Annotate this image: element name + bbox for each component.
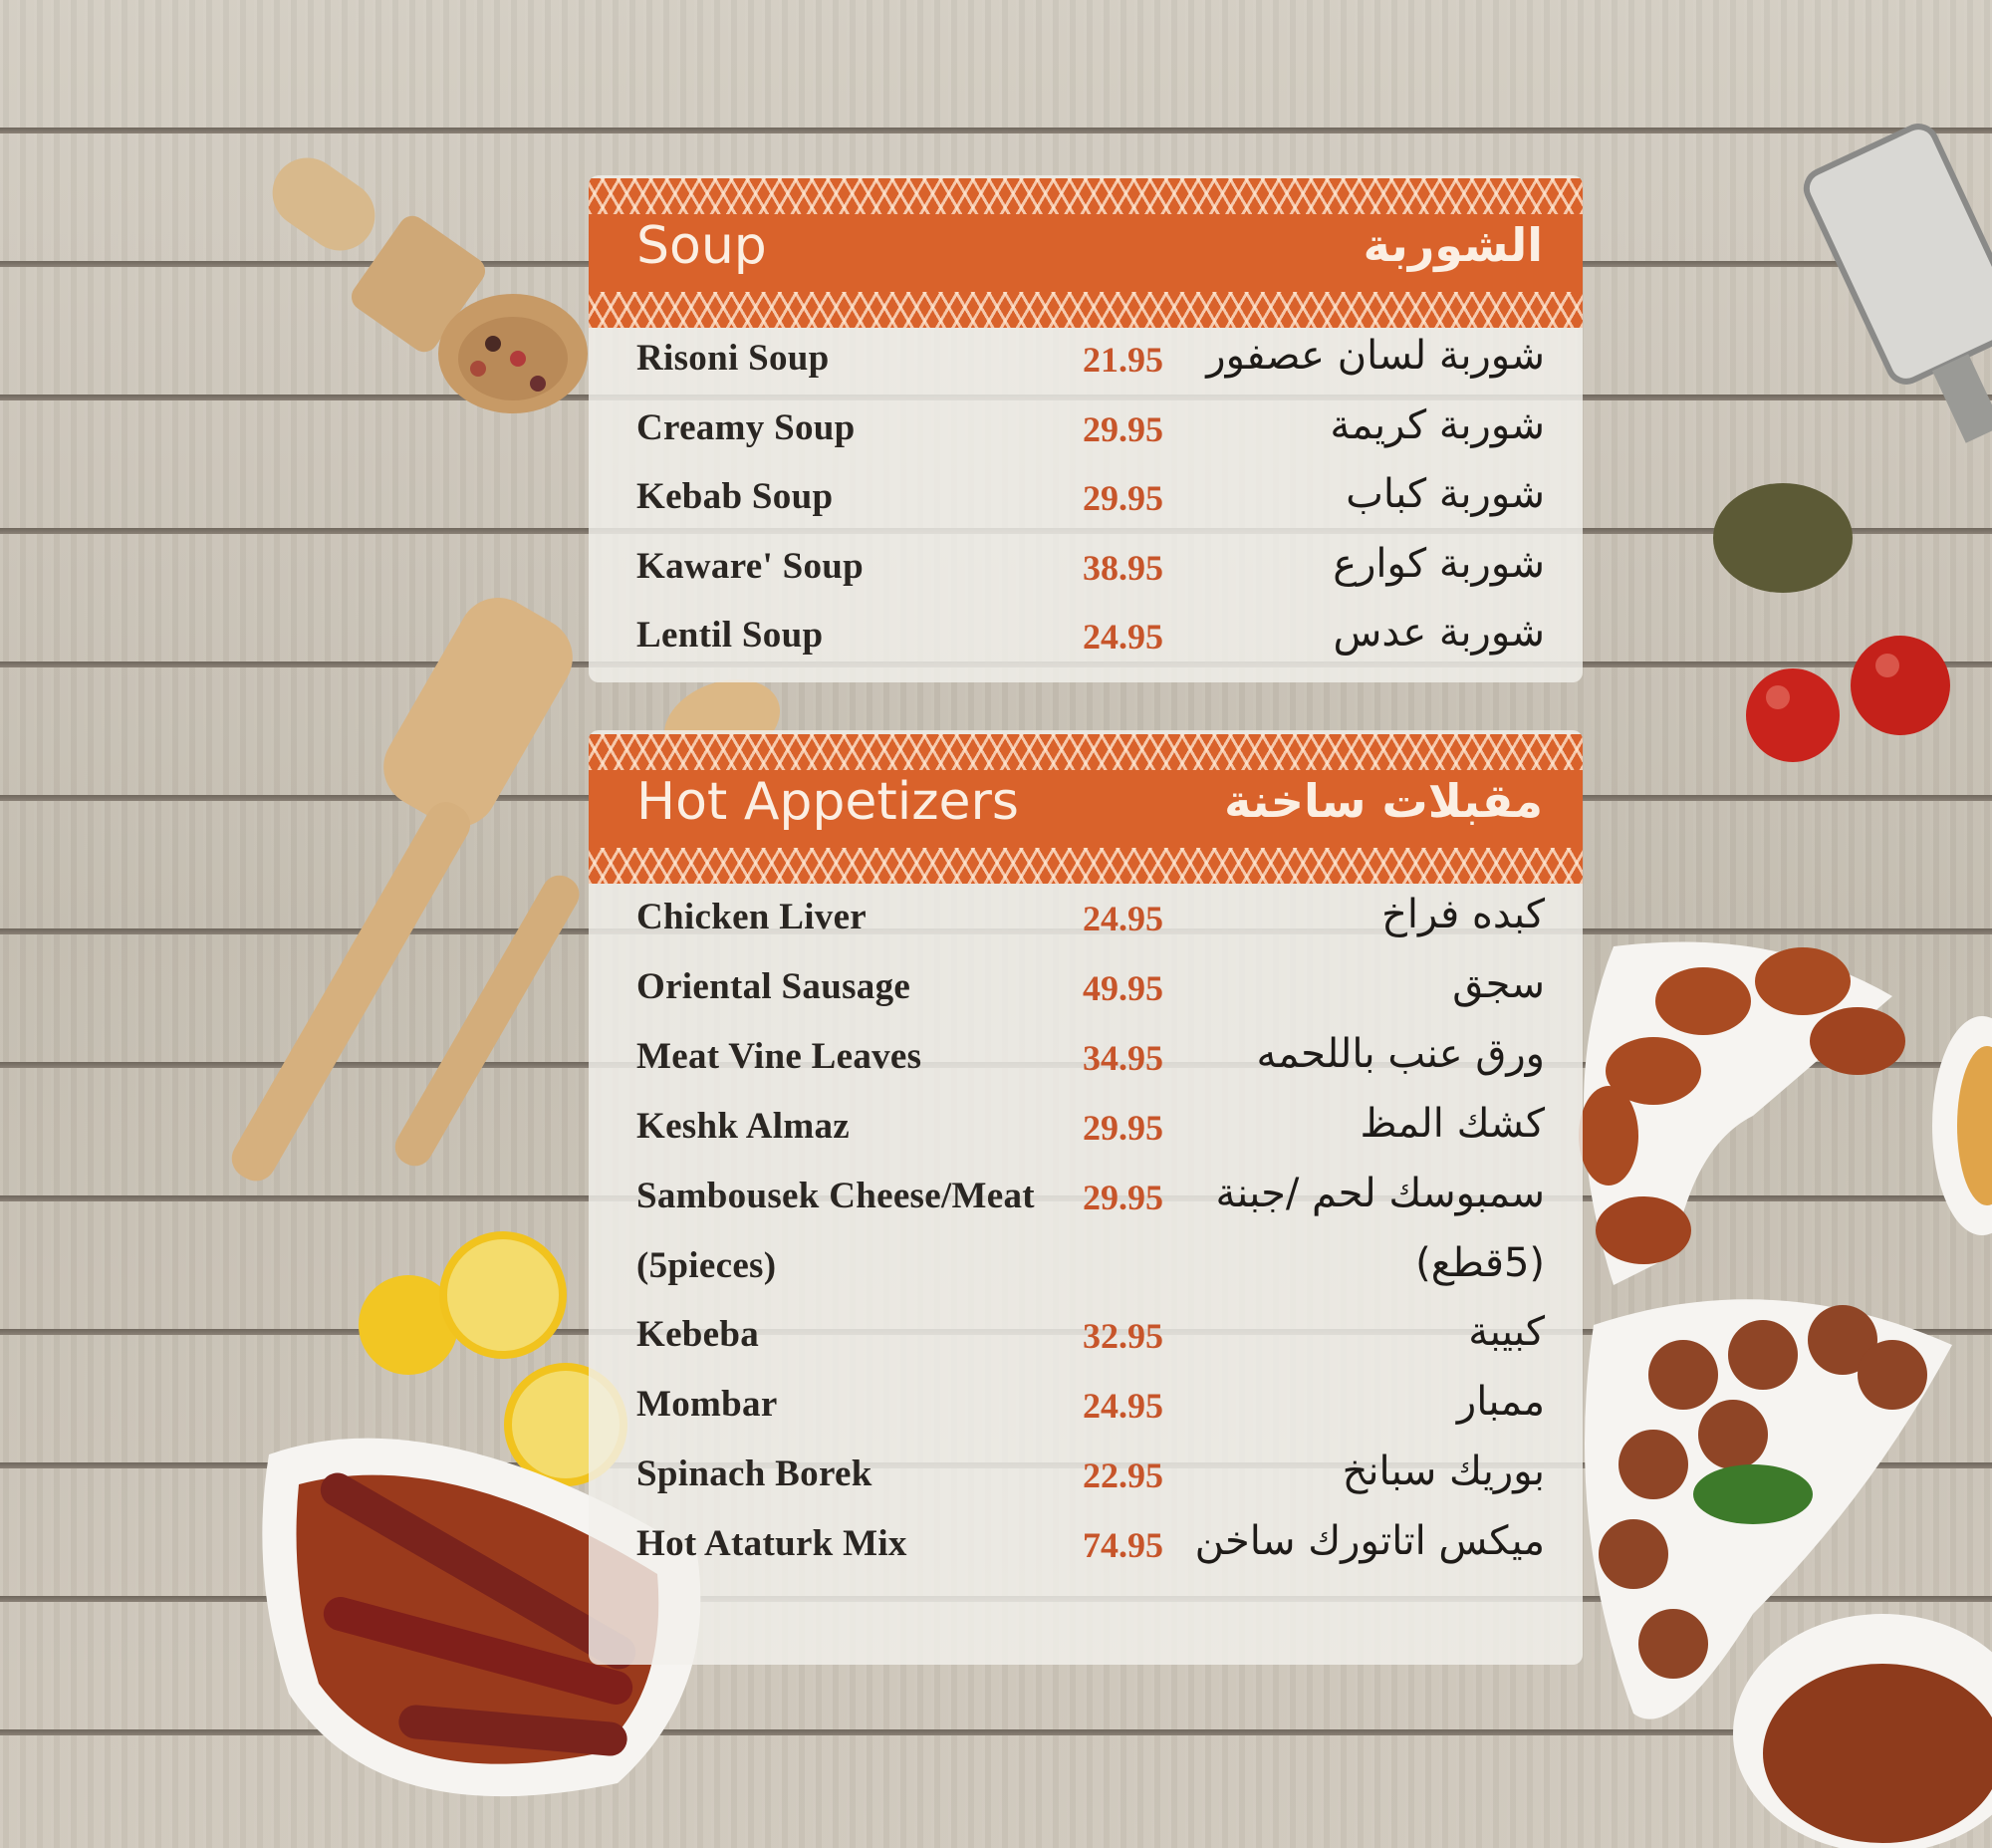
item-name-ar: شوربة عدس (1333, 610, 1545, 656)
item-name-ar: سمبوسك لحم /جبنة (1215, 1170, 1545, 1216)
item-name-en: Risoni Soup (636, 338, 830, 379)
item-name-ar: ورق عنب باللحمه (1256, 1030, 1545, 1077)
menu-item: (5pieces) (5قطع) (589, 1236, 1583, 1296)
item-price: 22.95 (1083, 1455, 1163, 1496)
item-name-en: Hot Ataturk Mix (636, 1523, 907, 1565)
item-name-en: Kaware' Soup (636, 545, 865, 587)
item-price: 29.95 (1083, 478, 1163, 518)
item-name-en: Creamy Soup (636, 406, 856, 448)
header-pattern (589, 292, 1583, 328)
section-title-ar: الشوربة (1363, 218, 1543, 272)
header-pattern (589, 848, 1583, 884)
item-name-en: Kebab Soup (636, 476, 834, 517)
item-price: 49.95 (1083, 967, 1163, 1008)
menu-item: Kaware' Soup 38.95 شوربة كوارع (589, 537, 1583, 597)
item-name-en: Keshk Almaz (636, 1105, 851, 1147)
soup-section: Soup الشوربة Risoni Soup 21.95 شوربة لسان … (589, 175, 1583, 682)
menu-item: Chicken Liver 24.95 كبده فراخ (589, 888, 1583, 947)
menu-item: Kebab Soup 29.95 شوربة كباب (589, 467, 1583, 527)
menu-item: Hot Ataturk Mix 74.95 ميكس اتاتورك ساخن (589, 1514, 1583, 1574)
menu-item: Mombar 24.95 ممبار (589, 1375, 1583, 1435)
item-name-en: Kebeba (636, 1314, 760, 1356)
menu-item: Kebeba 32.95 كبيبة (589, 1305, 1583, 1365)
item-name-ar: شوربة كريمة (1330, 401, 1545, 448)
tomatoes-image (1746, 636, 1950, 762)
wooden-scoop-image (272, 157, 588, 413)
item-name-ar: بوريك سبانخ (1342, 1449, 1545, 1495)
item-name-ar: كبيبة (1468, 1309, 1545, 1356)
menu-item: Creamy Soup 29.95 شوربة كريمة (589, 398, 1583, 458)
item-name-en: Spinach Borek (636, 1453, 872, 1495)
item-price: 38.95 (1083, 547, 1163, 588)
herbs-image (1713, 483, 1853, 593)
item-name-ar: ميكس اتاتورك ساخن (1194, 1518, 1545, 1565)
item-name-ar: شوربة كوارع (1333, 540, 1545, 587)
menu-item: Meat Vine Leaves 34.95 ورق عنب باللحمه (589, 1027, 1583, 1087)
kibbeh-plates-image (1579, 941, 1992, 1848)
item-name-ar: كبده فراخ (1381, 892, 1545, 937)
item-price: 24.95 (1083, 617, 1163, 657)
header-pattern (589, 178, 1583, 214)
section-header: Soup الشوربة (589, 178, 1583, 328)
menu-item: Sambousek Cheese/Meat 29.95 سمبوسك لحم /جب… (589, 1167, 1583, 1226)
item-name-en: (5pieces) (636, 1244, 777, 1286)
section-title-en: Hot Appetizers (636, 772, 1020, 832)
item-name-en: Sambousek Cheese/Meat (636, 1175, 1035, 1216)
item-price: 24.95 (1083, 899, 1163, 938)
item-name-en: Chicken Liver (636, 897, 868, 937)
wooden-spatula-image (231, 598, 781, 1182)
hot-appetizers-section: Hot Appetizers مقبلات ساخنة Chicken Live… (589, 730, 1583, 1665)
item-name-en: Mombar (636, 1384, 778, 1426)
item-price: 29.95 (1083, 1107, 1163, 1148)
item-price: 24.95 (1083, 1386, 1163, 1427)
item-price: 32.95 (1083, 1316, 1163, 1357)
item-name-ar: كشك المظ (1360, 1100, 1545, 1147)
salt-shaker-image (1803, 124, 1992, 443)
section-header: Hot Appetizers مقبلات ساخنة (589, 734, 1583, 884)
section-title-en: Soup (636, 216, 767, 276)
menu-item: Risoni Soup 21.95 شوربة لسان عصفور (589, 329, 1583, 389)
item-name-en: Lentil Soup (636, 615, 824, 656)
item-price: 29.95 (1083, 1177, 1163, 1217)
section-title-ar: مقبلات ساخنة (1224, 774, 1543, 828)
item-name-ar: سجق (1452, 960, 1545, 1007)
header-pattern (589, 734, 1583, 770)
menu-item: Keshk Almaz 29.95 كشك المظ (589, 1097, 1583, 1157)
item-price: 34.95 (1083, 1037, 1163, 1078)
item-name-ar: ممبار (1456, 1379, 1545, 1426)
item-name-en: Meat Vine Leaves (636, 1035, 922, 1077)
item-name-ar: شوربة كباب (1346, 471, 1545, 517)
item-name-en: Oriental Sausage (636, 965, 911, 1007)
menu-item: Lentil Soup 24.95 شوربة عدس (589, 606, 1583, 665)
item-name-ar: (5قطع) (1415, 1239, 1545, 1286)
item-price: 21.95 (1083, 340, 1163, 380)
item-name-ar: شوربة لسان عصفور (1206, 333, 1545, 379)
menu-item: Spinach Borek 22.95 بوريك سبانخ (589, 1445, 1583, 1504)
menu-item: Oriental Sausage 49.95 سجق (589, 957, 1583, 1017)
item-price: 74.95 (1083, 1525, 1163, 1566)
item-price: 29.95 (1083, 408, 1163, 449)
